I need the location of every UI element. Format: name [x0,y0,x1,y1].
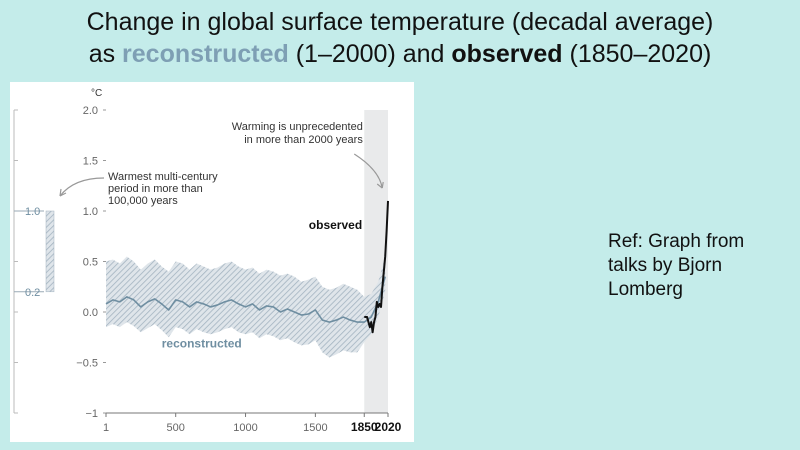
annotation-arrow-unprecedented [353,153,383,189]
title-observed-word: observed [451,40,563,68]
x-tick-label: 1850 [351,420,378,434]
annotation-warmest: Warmest multi-century [108,171,218,183]
annotation-unprecedented: in more than 2000 years [244,134,363,146]
y-tick-label: −0.5 [76,358,98,370]
y-tick-label: 0.5 [83,257,98,269]
title-line-1: Change in global surface temperature (de… [86,8,714,36]
y-tick-label: 2.0 [83,105,98,117]
y-axis-label: °C [91,88,102,99]
reconstructed-label: reconstructed [162,336,242,350]
reference-note: Ref: Graph from talks by Bjorn Lomberg [608,231,745,300]
y-tick-label: 1.0 [83,206,98,218]
range-upper-label: 1.0 [25,206,40,218]
annotation-arrowhead-unprecedented [376,181,384,189]
temperature-chart: 2.01.51.00.50.0−0.5−1°C1 500 1000 1500 18502… [13,88,402,434]
annotation-unprecedented: Warming is unprecedented [232,121,363,133]
title-mid: (1–2000) and [288,40,452,68]
x-tick-label: 1000 [233,422,257,434]
y-tick-label: 1.5 [83,156,98,168]
chart-panel: 2.0 1.5 1.0 0.5 0.0 −0.5 −1 °C 1 500 1000 1500 1850 2… [10,82,414,442]
annotation-arrow-warmest [59,177,105,197]
slide-title: Change in global surface temperature (de… [0,6,800,70]
reconstructed-line [105,276,386,323]
annotation-arrowhead-warmest [59,188,67,197]
title-suffix: (1850–2020) [562,40,712,68]
annotation-warmest: period in more than [108,183,203,195]
observed-line [364,200,389,334]
annotation-warmest: 100,000 years [108,195,178,207]
warmest-period-range-bar [45,210,55,293]
x-tick-label: 500 [167,422,185,434]
x-tick-label: 1500 [303,422,327,434]
title-reconstructed-word: reconstructed [122,40,289,68]
range-lower-label: 0.2 [25,287,40,299]
observed-label: observed [309,218,362,232]
x-tick-label: 1 [103,422,109,434]
y-tick-label: 0.0 [83,307,98,319]
y-tick-label: −1 [85,408,98,420]
title-prefix: as [88,40,123,68]
title-line-2: as reconstructed (1–2000) and observed (… [0,38,800,70]
x-tick-label: 2020 [375,420,402,434]
